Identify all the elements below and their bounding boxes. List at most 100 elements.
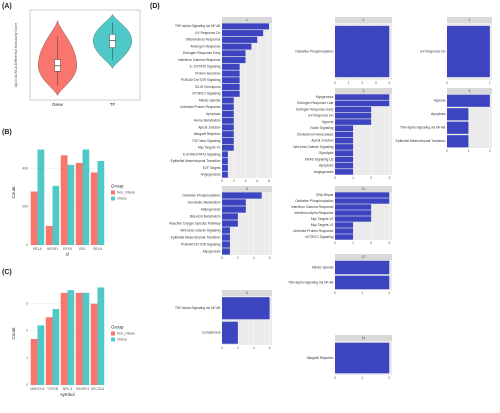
facet-strip xyxy=(335,88,392,94)
bar xyxy=(37,149,45,245)
bar xyxy=(222,117,234,124)
x-axis-label: tf xyxy=(66,252,69,257)
term-label: IL-6/JAK/STAT3 Signaling xyxy=(183,152,221,156)
term-label: UV Response Dn xyxy=(195,31,221,35)
bar xyxy=(222,104,234,111)
facet-strip xyxy=(447,88,492,94)
x-tick-label: 0 xyxy=(446,81,448,85)
legend-title: Group xyxy=(111,184,124,189)
term-label: Angiogenesis xyxy=(201,173,221,177)
bar xyxy=(52,309,60,385)
panel-label: (C) xyxy=(2,269,12,276)
bar xyxy=(67,164,75,245)
term-label: Oxidative Phosphorylation xyxy=(295,199,333,203)
bar xyxy=(222,206,246,213)
bar xyxy=(222,50,246,57)
bar xyxy=(447,121,469,134)
bar xyxy=(222,90,240,97)
term-label: Epithelial Mesenchymal Transition xyxy=(171,159,221,163)
y-tick-label: 0 xyxy=(26,383,28,387)
x-tick-label: REL xyxy=(79,247,86,251)
bar xyxy=(222,97,234,104)
term-label: Apoptosis xyxy=(431,112,446,116)
facet-title: 8 xyxy=(246,187,248,191)
y-axis-label: Count xyxy=(11,186,16,199)
term-label: Myogenesis xyxy=(316,95,334,99)
y-axis-label: log10 ALINCA Differential Modularity Sco… xyxy=(14,23,18,88)
facet-strip xyxy=(222,17,272,23)
term-label: TNF-alpha Signaling via NF-kB xyxy=(288,280,334,284)
facet-title: 10 xyxy=(362,187,366,191)
term-label: Apoptosis xyxy=(206,112,221,116)
bar xyxy=(222,248,230,255)
term-label: G2-M Checkpoint xyxy=(195,85,221,89)
legend-swatch xyxy=(111,190,115,195)
term-label: Oxidative Phosphorylation xyxy=(295,49,333,53)
facet-strip xyxy=(222,290,272,296)
legend-label: Non_Obese xyxy=(117,190,135,194)
bar xyxy=(335,222,354,228)
term-label: mTORC1 Signaling xyxy=(192,92,221,96)
y-tick-label: 1 xyxy=(26,356,28,360)
bar xyxy=(335,342,390,374)
bar xyxy=(45,317,53,385)
term-label: Estrogen Response Early xyxy=(296,107,334,111)
bar xyxy=(90,172,98,245)
bar xyxy=(67,290,75,385)
bar xyxy=(222,164,228,171)
bar xyxy=(222,124,234,131)
bar xyxy=(335,169,354,175)
bar xyxy=(82,292,90,385)
bar xyxy=(335,144,354,150)
bar xyxy=(97,287,105,385)
bar xyxy=(222,297,270,320)
x-tick-label: RASSF4 xyxy=(76,387,89,391)
bar xyxy=(335,125,354,132)
facet-title: 1 xyxy=(246,18,248,22)
bar xyxy=(447,108,469,121)
box xyxy=(54,59,61,72)
term-label: Allograft Rejection xyxy=(307,356,334,360)
bar xyxy=(335,192,390,198)
term-label: Mitotic Spindle xyxy=(312,265,334,269)
x-tick-label: 0 xyxy=(221,256,223,260)
bar xyxy=(60,155,68,245)
x-tick-label: 0 xyxy=(221,179,223,183)
bar xyxy=(335,156,354,163)
bar xyxy=(335,113,372,119)
x-tick-label: 8 xyxy=(268,179,270,183)
bar xyxy=(447,25,490,78)
x-tick-label: 1 xyxy=(361,376,363,380)
x-tick-label: 1 xyxy=(361,291,363,295)
term-label: UV Response Dn xyxy=(420,49,446,53)
x-tick-label: 2 xyxy=(489,149,491,153)
bar xyxy=(222,171,228,178)
term-label: Myc Targets V2 xyxy=(311,217,334,221)
bar xyxy=(335,260,390,275)
bar xyxy=(45,225,53,245)
term-label: Adipogenesis xyxy=(201,207,221,211)
term-label: E2F Targets xyxy=(203,166,221,170)
term-label: Heme Metabolism xyxy=(194,119,221,123)
term-label: Inflammatory Response xyxy=(186,38,221,42)
bar xyxy=(335,94,390,100)
bar xyxy=(52,185,60,245)
term-label: Oxidative Phosphorylation xyxy=(182,193,220,197)
bar xyxy=(60,292,68,385)
x-tick-label: SEC31A xyxy=(91,387,105,391)
x-tick-label: 0 xyxy=(221,346,223,350)
term-label: Androgen Response xyxy=(190,44,220,48)
bar xyxy=(222,227,230,234)
bar xyxy=(222,36,258,43)
bar xyxy=(222,131,234,138)
term-label: Apical Junction xyxy=(198,125,220,129)
bar xyxy=(335,216,372,222)
bar xyxy=(335,275,390,290)
facet-title: 4 xyxy=(469,18,471,22)
bar xyxy=(30,191,38,245)
legend-label: Non_Obese xyxy=(117,331,135,335)
bar xyxy=(222,213,238,220)
x-tick-label: RELA xyxy=(33,247,43,251)
facet-strip xyxy=(335,17,392,23)
x-tick-label: 0 xyxy=(334,241,336,245)
